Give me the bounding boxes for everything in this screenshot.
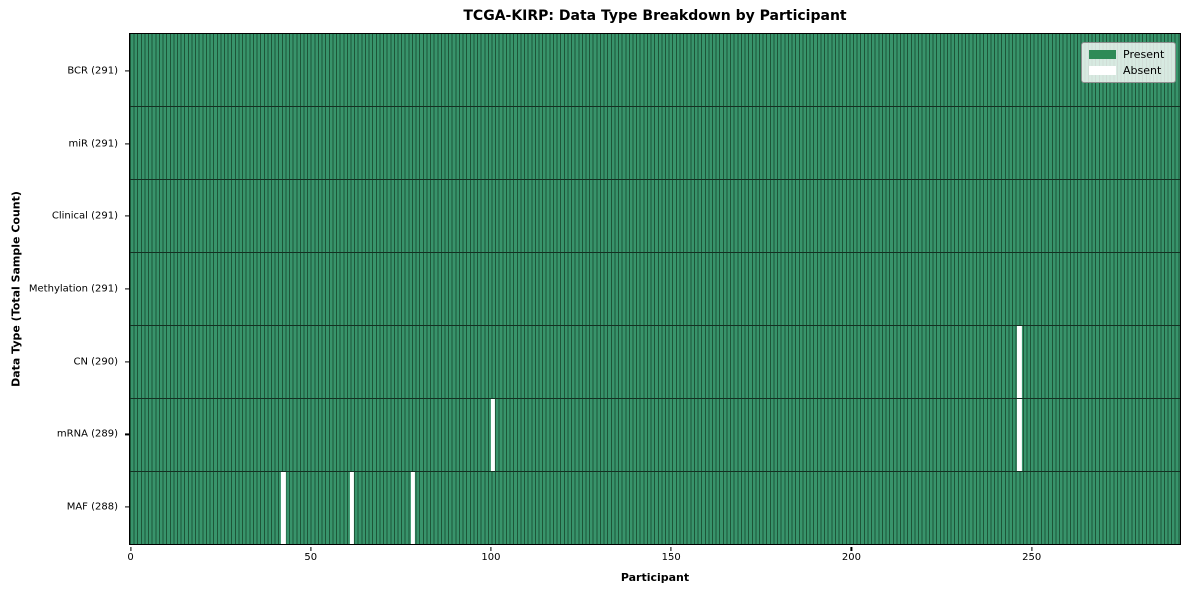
x-tick-mark: [129, 546, 132, 551]
y-tick-label: BCR (291): [67, 65, 118, 77]
x-tick-mark: [490, 546, 492, 551]
absent-bar: [1017, 326, 1022, 398]
x-axis-label: Participant: [620, 571, 690, 584]
y-tick-label: Methylation (291): [28, 283, 118, 295]
x-tick-mark: [670, 546, 672, 551]
heatmap-row-maf: [130, 471, 1180, 544]
y-tick-label: Clinical (291): [51, 210, 118, 222]
absent-bar: [281, 472, 286, 544]
x-tick-label: 50: [304, 552, 318, 563]
heatmap-row-cn: [130, 325, 1180, 398]
x-tick-mark: [1031, 546, 1033, 551]
heatmap-row-mir: [130, 106, 1180, 179]
heatmap-row-bcr: [130, 34, 1180, 106]
legend-entry: Present: [1089, 49, 1167, 60]
x-tick-label: 200: [841, 552, 861, 563]
absent-bar: [1017, 399, 1022, 471]
y-axis: BCR (291) miR (291) Clinical (291) Methylat…: [0, 35, 129, 544]
y-tick-label: miR (291): [68, 138, 118, 150]
y-tick-mark: [125, 361, 129, 363]
x-tick-mark: [310, 546, 312, 551]
y-tick-mark: [125, 215, 129, 217]
y-tick-mark: [125, 288, 129, 290]
x-axis: 0 50 100 150 200 250: [127, 545, 1180, 575]
y-tick-label: CN (290): [73, 356, 118, 368]
heatmap-row-mrna: [130, 398, 1180, 471]
y-tick-mark: [125, 506, 129, 508]
legend-swatch-present: [1089, 50, 1116, 59]
legend-swatch-absent: [1089, 66, 1116, 75]
chart-title: TCGA-KIRP: Data Type Breakdown by Partic…: [463, 8, 847, 24]
y-tick-label: MAF (288): [66, 501, 118, 513]
legend-label: Present: [1123, 48, 1165, 61]
absent-bar: [349, 472, 354, 544]
y-tick-mark: [125, 70, 129, 72]
x-tick-label: 250: [1022, 552, 1042, 563]
x-tick-label: 100: [481, 552, 501, 563]
y-tick-mark: [125, 142, 129, 145]
legend: Present Absent: [1081, 42, 1176, 83]
absent-bar: [490, 399, 495, 471]
absent-bar: [411, 472, 416, 544]
y-tick-label: mRNA (289): [56, 428, 118, 440]
y-tick-mark: [125, 433, 129, 436]
heatmap-row-methylation: [130, 252, 1180, 325]
legend-label: Absent: [1123, 64, 1162, 77]
legend-entry: Absent: [1089, 65, 1167, 76]
heatmap-plot: [129, 33, 1181, 545]
x-tick-label: 0: [127, 552, 134, 563]
heatmap-row-clinical: [130, 179, 1180, 252]
x-tick-label: 150: [661, 552, 681, 563]
x-tick-mark: [850, 546, 853, 551]
